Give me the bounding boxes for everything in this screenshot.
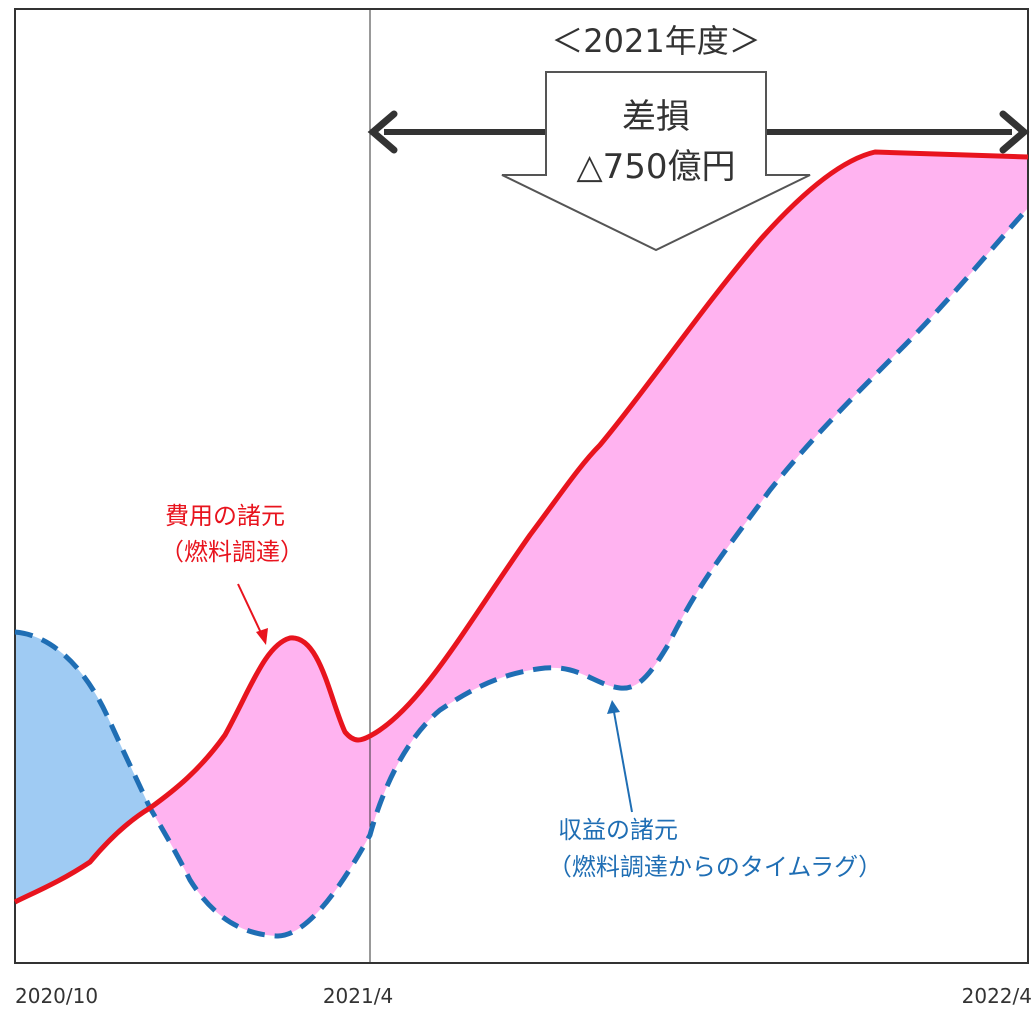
- revenue-series-label-line2: （燃料調達からのタイムラグ）: [548, 853, 882, 881]
- revenue-series-pointer-head: [607, 700, 620, 714]
- revenue-surplus-area: [15, 632, 150, 902]
- plot-frame: [14, 8, 1029, 964]
- x-tick-label-2021-4: 2021/4: [323, 984, 393, 1008]
- x-tick-label-2020-10: 2020/10: [15, 984, 98, 1008]
- fiscal-year-arrow-right-head: [999, 110, 1030, 154]
- cost-series-label-line1: 費用の諸元: [165, 502, 285, 530]
- revenue-series-label-line1: 収益の諸元: [558, 816, 678, 844]
- cost-series-line: [13, 149, 1029, 905]
- loss-amount: △750億円: [576, 147, 735, 187]
- cost-series-pointer: [237, 583, 263, 636]
- fiscal-year-label: ＜2021年度＞: [551, 22, 760, 60]
- fiscal-year-arrow-left-head: [367, 110, 398, 154]
- cost-series-label-line2: （燃料調達）: [160, 538, 304, 566]
- loss-label: 差損: [622, 97, 690, 137]
- revenue-series-pointer: [613, 711, 633, 813]
- loss-callout-arrow: [501, 71, 811, 252]
- cost-series-pointer-head: [256, 628, 268, 645]
- revenue-series-line: [14, 206, 1030, 939]
- x-tick-label-2022-4: 2022/4: [962, 984, 1032, 1008]
